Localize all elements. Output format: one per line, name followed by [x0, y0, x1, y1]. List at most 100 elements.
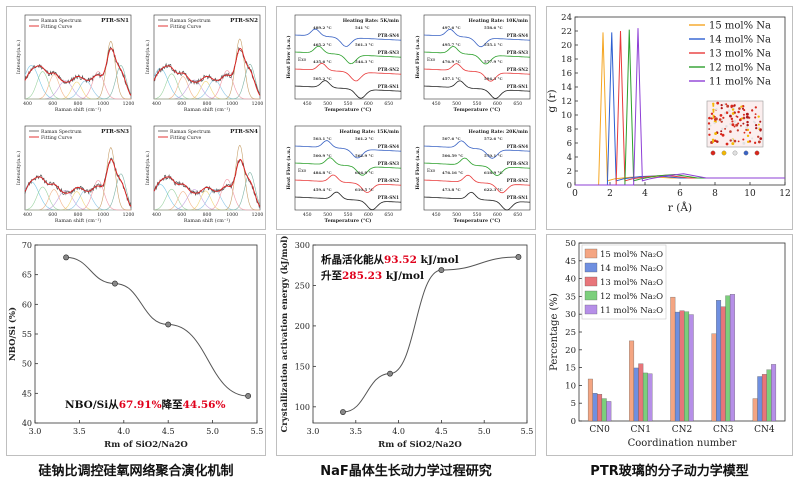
bar: [674, 311, 680, 422]
atom-dot: [726, 104, 730, 108]
dsc-curve: [294, 62, 402, 82]
peak-temperature-label: 562.9 °C: [355, 153, 374, 158]
x-axis-label: Raman shift (cm⁻¹): [184, 217, 230, 224]
atom-dot: [757, 135, 760, 138]
atom-dot: [725, 103, 728, 106]
atom-dot: [708, 116, 711, 120]
x-axis-label: r (Å): [668, 200, 692, 214]
atom-dot: [737, 122, 740, 125]
x-tick-label: 500: [452, 212, 461, 218]
fitted-peak: [25, 173, 132, 211]
atom-dot: [742, 138, 745, 141]
fitted-peak: [154, 79, 260, 100]
peak-temperature-label: 570.1 °C: [484, 153, 503, 158]
atom-dot: [746, 123, 749, 127]
dsc-curve: [294, 157, 402, 176]
bar: [684, 311, 690, 422]
dsc-curve: [294, 140, 402, 159]
x-tick-label: 4: [642, 189, 648, 199]
cn-panel: 0 5 10 15 20 25 30 35 40 45 50 CN0 CN1 CN2 CN3 CN4 Coord…: [546, 234, 793, 456]
bar: [587, 378, 593, 422]
fitting-curve-line: [24, 47, 132, 96]
y-tick-label: 24: [561, 13, 572, 23]
x-tick-label: 650: [384, 212, 393, 218]
atom-dot: [746, 128, 750, 132]
atom-dot: [711, 138, 715, 142]
bar: [761, 374, 767, 422]
y-axis-label: NBO/Si (%): [7, 307, 18, 361]
atom-dot: [713, 121, 716, 125]
atom-dot: [730, 117, 734, 121]
peak-temperature-label: 473.8 °C: [442, 187, 461, 192]
x-tick-label: 3.0: [29, 427, 42, 436]
dsc-curve: [294, 191, 402, 211]
x-tick-label: 4.0: [117, 427, 130, 436]
data-point: [340, 409, 346, 415]
x-axis-label: Raman shift (cm⁻¹): [184, 106, 230, 113]
peak-temperature-label: 489.2 °C: [313, 25, 332, 30]
bar: [716, 300, 722, 422]
peak-temperature-label: 497.6 °C: [442, 25, 461, 30]
y-axis-label: Intensity(a.u.): [15, 40, 22, 74]
atom-key-dot: [721, 150, 727, 156]
x-tick-label: 650: [513, 212, 522, 218]
atom-dot: [729, 114, 732, 118]
atom-dot: [753, 141, 757, 144]
fitting-curve-line: [153, 158, 261, 207]
peak-temperature-label: 495.7 °C: [442, 42, 461, 47]
x-tick-label: 600: [177, 101, 186, 107]
atom-dot: [741, 107, 744, 110]
atom-dot: [742, 113, 745, 116]
atom-dot: [712, 140, 715, 143]
atom-dot: [745, 126, 749, 130]
y-tick-label: 45: [22, 389, 32, 398]
atom-dot: [736, 129, 739, 132]
dsc-curve: [423, 174, 531, 194]
heating-rate-label: Heating Rate: 15K/min: [339, 129, 399, 135]
peak-temperature-label: 435.6 °C: [313, 59, 332, 64]
bar: [679, 310, 685, 422]
atom-dot: [723, 111, 727, 115]
y-tick-label: 10: [565, 381, 576, 391]
legend-label: 13 mol% Na₂O: [600, 278, 663, 288]
atom-key-dot: [710, 150, 716, 156]
atom-dot: [710, 117, 713, 120]
y-tick-label: 12: [561, 97, 572, 107]
dsc-sample-label: PTR-SN4: [378, 144, 399, 149]
dsc-sample-label: PTR-SN1: [507, 195, 528, 200]
dsc-curves-figure: PTR-SN4 PTR-SN3 PTR-SN2 PTR-SN1 Heating Rate…: [285, 14, 531, 224]
y-tick-label: 70: [22, 241, 32, 250]
x-tick-label: 1200: [123, 101, 135, 107]
legend-label: 11 mol% Na: [709, 77, 771, 88]
x-tick-label: 600: [364, 212, 373, 218]
dsc-sample-label: PTR-SN2: [507, 67, 528, 72]
y-axis-label: Intensity(a.u.): [15, 151, 22, 185]
atom-dot: [745, 112, 749, 116]
x-tick-label: 450: [303, 212, 312, 218]
fitted-peak: [25, 65, 132, 100]
atom-dot: [733, 120, 737, 123]
peak-temperature-label: 457.1 °C: [442, 76, 461, 81]
x-tick-label: 800: [74, 101, 83, 107]
peak-temperature-label: 459.4 °C: [313, 187, 332, 192]
atom-dot: [727, 109, 731, 113]
bar: [711, 333, 717, 422]
x-tick-label: 4.0: [392, 427, 405, 436]
atom-dot: [733, 125, 736, 128]
legend-label: Fitting Curve: [170, 24, 201, 30]
peak-temperature-label: 465.2 °C: [313, 42, 332, 47]
x-tick-label: 400: [23, 212, 32, 218]
bar: [638, 363, 644, 422]
x-tick-label: 650: [384, 101, 393, 107]
x-tick-label: 450: [303, 101, 312, 107]
ea-panel: 3.0 3.5 4.0 4.5 5.0 5.5 100 150 200 250 300 Rm of S…: [276, 234, 536, 456]
peak-temperature-label: 604.9 °C: [355, 170, 374, 175]
bar: [647, 373, 653, 422]
atom-dot: [709, 124, 712, 127]
peak-temperature-label: 561.3 °C: [355, 42, 374, 47]
fitted-peak: [153, 67, 260, 100]
legend-label: Fitting Curve: [41, 135, 72, 141]
dsc-curve: [423, 45, 531, 65]
peak-temperature-label: 476.16 °C: [442, 170, 463, 175]
